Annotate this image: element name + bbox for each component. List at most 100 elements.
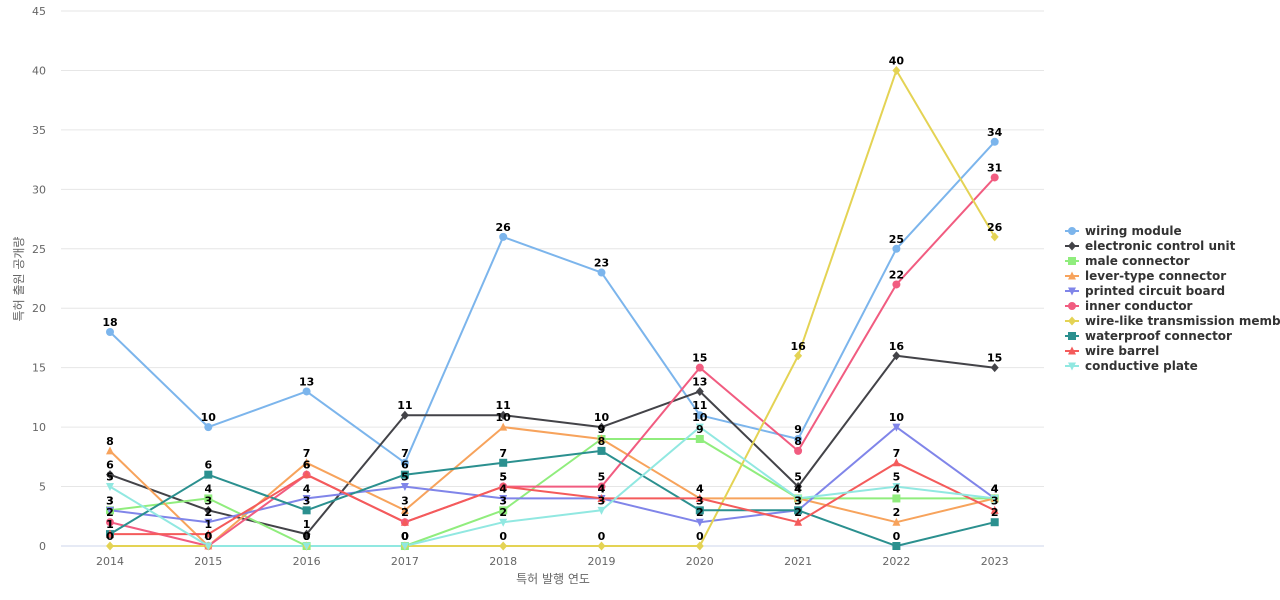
- data-point-marker: [990, 232, 999, 242]
- data-label: 4: [893, 482, 901, 495]
- data-label: 3: [794, 494, 802, 507]
- data-point-marker: [892, 65, 901, 75]
- x-tick-label: 2016: [293, 555, 321, 568]
- y-tick-label: 45: [32, 5, 46, 18]
- legend-label: inner conductor: [1085, 299, 1193, 313]
- data-point-marker: [106, 529, 114, 538]
- data-label: 1: [106, 518, 114, 531]
- data-label: 0: [401, 530, 409, 543]
- data-label: 3: [106, 494, 114, 507]
- data-label: 2: [106, 506, 114, 519]
- data-label: 4: [991, 482, 999, 495]
- legend-item[interactable]: wiring module: [1065, 224, 1182, 238]
- data-label: 10: [201, 411, 217, 424]
- data-point-marker: [892, 280, 901, 289]
- legend-item[interactable]: lever-type connector: [1065, 269, 1226, 283]
- data-point-marker: [695, 518, 704, 527]
- data-label: 0: [204, 530, 212, 543]
- data-point-marker: [302, 470, 311, 479]
- data-label: 9: [598, 423, 606, 436]
- data-point-marker: [990, 505, 999, 514]
- data-label: 4: [991, 482, 999, 495]
- data-label: 18: [102, 316, 117, 329]
- data-label: 4: [794, 482, 802, 495]
- data-label: 6: [401, 459, 409, 472]
- grid-lines: [61, 10, 1044, 547]
- data-label: 16: [790, 340, 806, 353]
- y-axis-ticks: 0 5 10 15 20 25 30 35 40 45: [32, 5, 46, 553]
- data-point-marker: [892, 494, 901, 503]
- data-label: 9: [598, 423, 606, 436]
- legend-marker: [1068, 241, 1076, 251]
- data-point-marker: [695, 423, 704, 432]
- data-point-marker: [204, 505, 213, 515]
- data-label: 8: [106, 435, 114, 448]
- x-axis-title: 특허 발행 연도: [516, 571, 590, 586]
- series-line: [109, 354, 995, 536]
- data-point-marker: [597, 434, 606, 443]
- legend-item[interactable]: waterproof connector: [1065, 329, 1232, 343]
- series-line: [109, 438, 995, 547]
- data-point-marker: [695, 411, 704, 420]
- data-label: 11: [397, 399, 412, 412]
- data-label: 11: [496, 399, 511, 412]
- data-point-marker: [794, 494, 803, 503]
- y-tick-label: 35: [32, 124, 46, 137]
- data-label: 2: [401, 506, 409, 519]
- legend-marker: [1068, 257, 1076, 265]
- legend-item[interactable]: electronic control unit: [1065, 239, 1236, 253]
- data-point-marker: [695, 506, 704, 515]
- x-tick-label: 2019: [588, 555, 616, 568]
- data-point-marker: [597, 493, 606, 502]
- data-label: 2: [696, 506, 704, 519]
- data-point-marker: [794, 351, 803, 361]
- data-label: 3: [303, 494, 311, 507]
- legend-item[interactable]: male connector: [1065, 254, 1190, 268]
- legend-marker: [1068, 271, 1076, 280]
- data-point-marker: [302, 387, 311, 396]
- data-label: 3: [696, 494, 704, 507]
- x-tick-label: 2014: [96, 555, 124, 568]
- legend-item[interactable]: inner conductor: [1065, 299, 1193, 313]
- data-label: 3: [598, 494, 606, 507]
- legend-marker: [1068, 332, 1076, 340]
- data-label: 0: [303, 530, 311, 543]
- data-point-marker: [892, 458, 901, 467]
- data-label: 4: [303, 482, 311, 495]
- data-label: 4: [794, 482, 802, 495]
- legend-item[interactable]: printed circuit board: [1065, 284, 1225, 298]
- data-point-marker: [892, 423, 901, 432]
- data-label: 5: [499, 471, 507, 484]
- data-label: 23: [594, 257, 609, 270]
- legend-item[interactable]: wire barrel: [1065, 344, 1159, 358]
- data-label: 0: [401, 530, 409, 543]
- legend-item[interactable]: conductive plate: [1065, 359, 1198, 373]
- data-label: 15: [987, 352, 1002, 365]
- data-point-marker: [302, 506, 311, 515]
- x-tick-label: 2017: [391, 555, 419, 568]
- data-point-marker: [106, 446, 114, 455]
- data-label: 13: [692, 375, 707, 388]
- series-lines: [109, 69, 996, 547]
- data-label: 15: [692, 352, 707, 365]
- data-label: 4: [696, 482, 704, 495]
- legend-marker: [1068, 346, 1076, 355]
- data-point-marker: [597, 422, 606, 432]
- data-label: 3: [401, 494, 409, 507]
- data-label: 4: [794, 482, 802, 495]
- y-tick-label: 25: [32, 243, 46, 256]
- data-point-marker: [499, 541, 508, 551]
- legend-marker: [1068, 302, 1076, 310]
- data-label: 8: [794, 435, 802, 448]
- data-label: 4: [991, 482, 999, 495]
- legend-item[interactable]: wire-like transmission member: [1065, 314, 1280, 328]
- y-tick-label: 10: [32, 421, 46, 434]
- data-point-marker: [597, 541, 606, 551]
- data-label: 10: [496, 411, 512, 424]
- data-label: 3: [794, 494, 802, 507]
- data-label: 3: [991, 494, 999, 507]
- data-point-marker: [204, 423, 213, 432]
- y-tick-label: 20: [32, 302, 46, 315]
- data-label: 4: [598, 482, 606, 495]
